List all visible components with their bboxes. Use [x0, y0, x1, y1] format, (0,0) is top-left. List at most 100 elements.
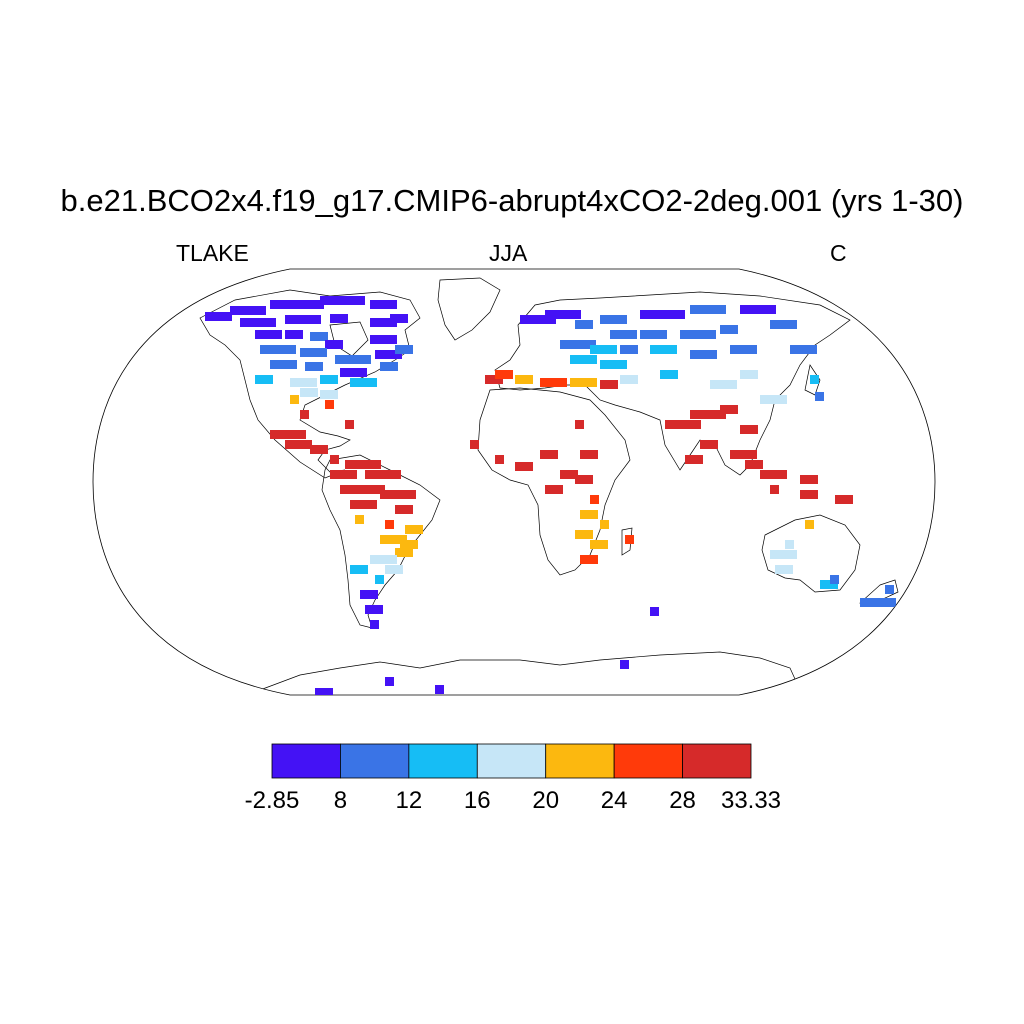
lake-cell: [720, 325, 738, 334]
lake-cell: [590, 540, 608, 549]
lake-cell: [380, 362, 398, 371]
lake-cell: [660, 370, 678, 379]
lake-cell: [310, 445, 328, 454]
lake-cell: [690, 410, 726, 419]
lake-cell: [340, 368, 367, 377]
season-label: JJA: [489, 240, 528, 266]
lake-cell: [515, 462, 533, 471]
lake-temperature-cells: [205, 296, 896, 695]
lake-cell: [805, 520, 814, 529]
lake-cell: [770, 485, 779, 494]
eurasia-coast: [494, 291, 851, 476]
lake-cell: [835, 495, 853, 504]
colorbar-label-7: 33.33: [720, 787, 782, 814]
lake-cell: [770, 550, 797, 559]
lake-cell: [300, 410, 309, 419]
lake-cell: [230, 306, 266, 315]
colorbar-label-4: 20: [532, 787, 560, 814]
lake-cell: [590, 345, 617, 354]
lake-cell: [485, 375, 503, 384]
lake-cell: [330, 470, 357, 479]
lake-cell: [270, 300, 324, 309]
lake-cell: [355, 515, 364, 524]
lake-cell: [380, 490, 416, 499]
lake-cell: [740, 425, 758, 434]
lake-cell: [545, 485, 563, 494]
variable-label: TLAKE: [176, 240, 249, 266]
lake-cell: [305, 362, 323, 371]
lake-cell: [800, 475, 818, 484]
colorbar-label-0: -2.85: [244, 787, 300, 814]
lake-cell: [770, 320, 797, 329]
lake-cell: [690, 350, 717, 359]
lake-cell: [590, 495, 599, 504]
lake-cell: [285, 315, 321, 324]
lake-cell: [620, 375, 638, 384]
lake-cell: [640, 310, 685, 319]
colorbar-label-6: 28: [669, 787, 696, 814]
lake-cell: [385, 677, 394, 686]
lake-cell: [370, 300, 397, 309]
antarctica-coast: [259, 651, 801, 691]
lake-cell: [290, 395, 299, 404]
lake-cell: [340, 485, 385, 494]
units-label: C: [830, 240, 847, 266]
lake-cell: [625, 535, 634, 544]
lake-cell: [495, 455, 504, 464]
lake-cell: [775, 565, 793, 574]
lake-cell: [310, 332, 328, 341]
lake-cell: [270, 430, 306, 439]
lake-cell: [570, 378, 597, 387]
lake-cell: [345, 420, 354, 429]
colorbar-label-5: 24: [600, 787, 628, 814]
lake-cell: [620, 660, 629, 669]
lake-cell: [385, 565, 403, 574]
lake-cell: [400, 540, 418, 549]
lake-cell: [240, 318, 276, 327]
lake-cell: [790, 345, 817, 354]
lake-cell: [380, 535, 407, 544]
lake-cell: [325, 400, 334, 409]
colorbar-box-2: [408, 743, 478, 779]
colorbar-box-3: [476, 743, 547, 779]
lake-cell: [370, 318, 397, 327]
lake-cell: [700, 440, 718, 449]
lake-cell: [560, 470, 578, 479]
lake-cell: [685, 455, 703, 464]
lake-cell: [285, 440, 312, 449]
lake-cell: [815, 392, 824, 401]
colorbar-box-1: [340, 743, 410, 779]
lake-cell: [375, 575, 384, 584]
colorbar-label-2: 12: [395, 787, 423, 814]
lake-cell: [545, 310, 581, 319]
lake-cell: [435, 685, 444, 694]
lake-cell: [665, 420, 701, 429]
lake-cell: [575, 320, 593, 329]
colorbar-box-4: [545, 743, 615, 779]
colorbar-boxes: [271, 743, 752, 779]
lake-cell: [385, 520, 394, 529]
lake-cell: [620, 345, 638, 354]
north-america-coast: [199, 289, 421, 479]
lake-cell: [350, 500, 377, 509]
lake-cell: [325, 340, 343, 349]
lake-cell: [540, 378, 567, 387]
lake-cell: [690, 305, 726, 314]
colorbar-box-0: [271, 743, 341, 779]
lake-cell: [370, 555, 397, 564]
lake-cell: [285, 330, 303, 339]
lake-cell: [315, 688, 333, 695]
lake-cell: [270, 360, 297, 369]
lake-cell: [560, 340, 596, 349]
lake-cell: [830, 575, 839, 584]
lake-cell: [515, 375, 533, 384]
plot-title: b.e21.BCO2x4.f19_g17.CMIP6-abrupt4xCO2-2…: [60, 183, 964, 218]
lake-cell: [730, 450, 757, 459]
lake-cell: [810, 375, 819, 384]
lake-cell: [610, 330, 637, 339]
lake-cell: [575, 475, 593, 484]
colorbar-label-1: 8: [333, 787, 348, 814]
lake-cell: [640, 330, 667, 339]
lake-cell: [650, 607, 659, 616]
lake-cell: [395, 345, 413, 354]
